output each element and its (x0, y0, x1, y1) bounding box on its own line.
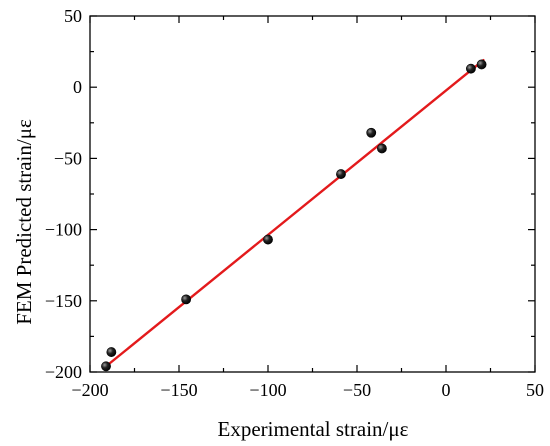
x-axis-title: Experimental strain/με (218, 417, 409, 441)
y-tick-label: 50 (64, 6, 82, 26)
x-tick-label: −100 (249, 380, 286, 400)
data-point (377, 143, 387, 154)
data-point (336, 169, 346, 179)
data-points-layer (101, 59, 487, 372)
y-axis-ticks: −200 −150 −100 −50 0 50 (45, 6, 535, 382)
data-point (101, 361, 111, 372)
x-tick-label: −200 (71, 380, 108, 400)
data-point (466, 63, 476, 74)
y-tick-label: −50 (54, 148, 82, 168)
y-axis-title: FEM Predicted strain/με (12, 119, 36, 325)
data-point (106, 347, 117, 357)
data-point (263, 234, 273, 245)
x-tick-label: 50 (526, 380, 544, 400)
x-axis-ticks: −200 −150 −100 −50 0 50 (71, 16, 544, 400)
y-tick-label: −100 (45, 220, 82, 240)
fit-line (106, 58, 485, 367)
y-tick-label: 0 (73, 77, 82, 97)
data-point (476, 59, 487, 70)
x-tick-label: 0 (442, 380, 451, 400)
y-tick-label: −150 (45, 291, 82, 311)
x-tick-label: −50 (343, 380, 371, 400)
data-point (366, 127, 377, 138)
y-tick-label: −200 (45, 362, 82, 382)
x-tick-label: −150 (160, 380, 197, 400)
data-point (181, 294, 192, 305)
fit-line-layer (106, 58, 485, 367)
